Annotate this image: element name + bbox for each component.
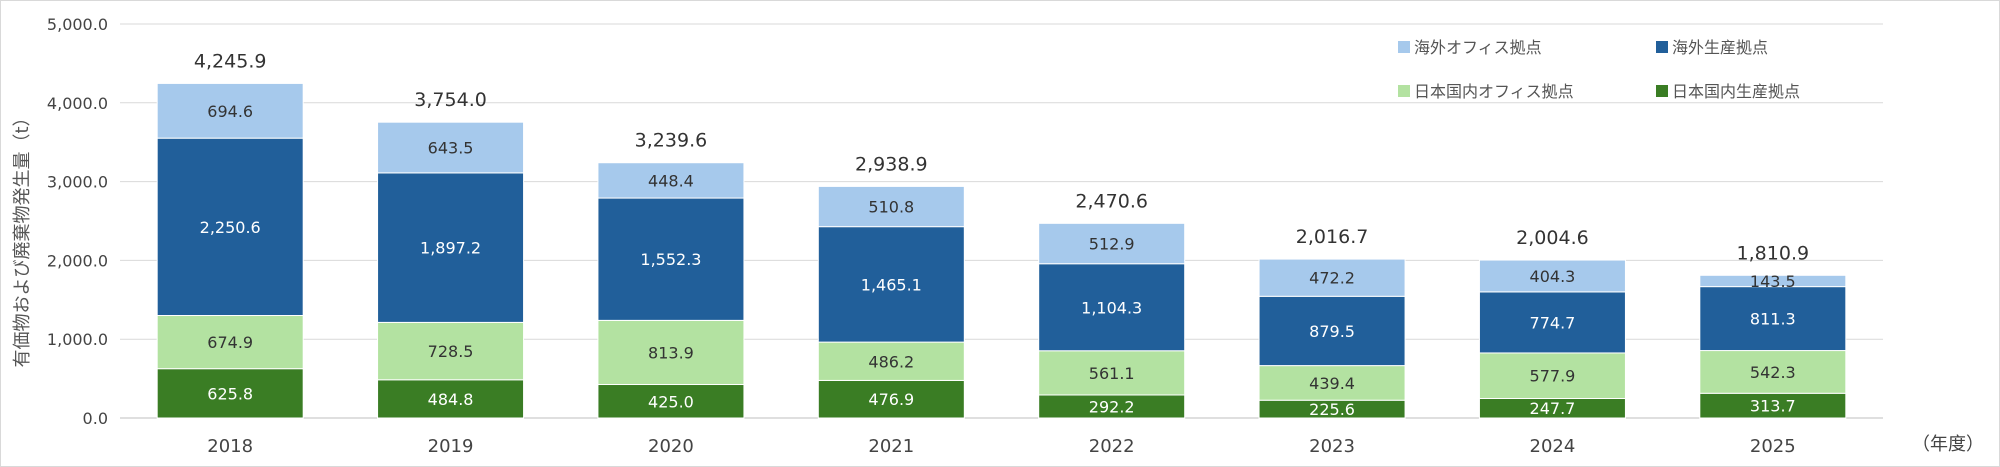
x-tick-label: 2019 bbox=[428, 436, 474, 457]
legend-swatch bbox=[1398, 85, 1410, 97]
bar-segment bbox=[377, 172, 525, 323]
data-labels: 625.8 674.9 2,250.6 694.6 4,245.9 484.8 728.5 1… bbox=[194, 50, 1809, 419]
y-tick-label: 1,000.0 bbox=[47, 330, 108, 349]
segment-value-label: 292.2 bbox=[1089, 397, 1135, 416]
segment-value-label: 472.2 bbox=[1309, 269, 1355, 288]
segment-value-label: 774.7 bbox=[1530, 313, 1576, 332]
bar-segment bbox=[156, 82, 304, 139]
bar-segment bbox=[597, 319, 745, 386]
total-value-label: 2,016.7 bbox=[1296, 226, 1369, 248]
bar-segment bbox=[1258, 295, 1406, 367]
segment-value-label: 448.4 bbox=[648, 171, 694, 190]
y-tick-label: 5,000.0 bbox=[47, 15, 108, 34]
segment-value-label: 879.5 bbox=[1309, 322, 1355, 341]
bar-segment bbox=[377, 321, 525, 381]
segment-value-label: 1,104.3 bbox=[1081, 298, 1142, 317]
segment-value-label: 484.8 bbox=[428, 390, 474, 409]
segment-value-label: 313.7 bbox=[1750, 397, 1796, 416]
bar-segment bbox=[1478, 291, 1626, 354]
segment-value-label: 813.9 bbox=[648, 343, 694, 362]
total-value-label: 1,810.9 bbox=[1737, 242, 1810, 264]
total-value-label: 2,938.9 bbox=[855, 153, 928, 175]
bar-segment bbox=[1038, 350, 1186, 396]
x-tick-label: 2021 bbox=[868, 436, 914, 457]
bar-segment bbox=[1478, 259, 1626, 293]
bar-segment bbox=[1699, 286, 1847, 352]
segment-value-label: 577.9 bbox=[1530, 367, 1576, 386]
bar-segment bbox=[1699, 274, 1847, 288]
bar-segment bbox=[1258, 258, 1406, 297]
bars bbox=[156, 82, 1847, 419]
segment-value-label: 512.9 bbox=[1089, 235, 1135, 254]
bar-segment bbox=[156, 315, 304, 370]
bar-segment bbox=[817, 341, 965, 381]
segment-value-label: 247.7 bbox=[1530, 399, 1576, 418]
segment-value-label: 1,897.2 bbox=[420, 239, 481, 258]
legend-label: 海外生産拠点 bbox=[1672, 38, 1768, 57]
bar-segment bbox=[817, 185, 965, 228]
segment-value-label: 811.3 bbox=[1750, 310, 1796, 329]
segment-value-label: 1,465.1 bbox=[861, 275, 922, 294]
x-tick-label: 2024 bbox=[1530, 436, 1576, 457]
bar-segment bbox=[817, 379, 965, 419]
x-tick-label: 2023 bbox=[1309, 436, 1355, 457]
legend-swatch bbox=[1656, 85, 1668, 97]
bar-segment bbox=[1478, 352, 1626, 399]
bar-segment bbox=[597, 384, 745, 419]
segment-value-label: 404.3 bbox=[1530, 267, 1576, 286]
bar-segment bbox=[597, 197, 745, 321]
segment-value-label: 510.8 bbox=[868, 198, 914, 217]
segment-value-label: 425.0 bbox=[648, 392, 694, 411]
segment-value-label: 542.3 bbox=[1750, 363, 1796, 382]
total-value-label: 2,004.6 bbox=[1516, 227, 1589, 249]
legend-label: 海外オフィス拠点 bbox=[1414, 38, 1542, 57]
bar-segment bbox=[1038, 263, 1186, 352]
legend-swatch bbox=[1398, 41, 1410, 53]
y-tick-label: 3,000.0 bbox=[47, 173, 108, 192]
y-tick-label: 0.0 bbox=[83, 409, 108, 428]
bar-segment bbox=[597, 162, 745, 199]
segment-value-label: 439.4 bbox=[1309, 374, 1355, 393]
bar-segment bbox=[377, 121, 525, 174]
axes: 0.0 1,000.0 2,000.0 3,000.0 4,000.0 5,000.0 20… bbox=[47, 15, 1796, 457]
total-value-label: 3,239.6 bbox=[635, 130, 708, 152]
legend-label: 日本国内生産拠点 bbox=[1672, 82, 1800, 101]
bar-segment bbox=[1038, 222, 1186, 265]
segment-value-label: 2,250.6 bbox=[200, 218, 261, 237]
legend-label: 日本国内オフィス拠点 bbox=[1414, 82, 1574, 101]
bar-segment bbox=[156, 368, 304, 419]
segment-value-label: 143.5 bbox=[1750, 272, 1796, 291]
bar-segment bbox=[817, 226, 965, 343]
total-value-label: 2,470.6 bbox=[1075, 190, 1148, 212]
total-value-label: 4,245.9 bbox=[194, 50, 267, 72]
legend-swatch bbox=[1656, 41, 1668, 53]
segment-value-label: 1,552.3 bbox=[640, 250, 701, 269]
total-value-label: 3,754.0 bbox=[414, 89, 487, 111]
x-tick-label: 2020 bbox=[648, 436, 694, 457]
x-tick-label: 2022 bbox=[1089, 436, 1135, 457]
x-axis-unit: （年度） bbox=[1912, 434, 1984, 455]
segment-value-label: 728.5 bbox=[428, 342, 474, 361]
bar-segment bbox=[1258, 365, 1406, 401]
bar-segment bbox=[377, 379, 525, 419]
bar-segment bbox=[1699, 350, 1847, 394]
segment-value-label: 561.1 bbox=[1089, 364, 1135, 383]
y-axis-title: 有価物および廃棄物発生量（t） bbox=[12, 108, 33, 367]
segment-value-label: 486.2 bbox=[868, 352, 914, 371]
segment-value-label: 225.6 bbox=[1309, 400, 1355, 419]
segment-value-label: 674.9 bbox=[207, 333, 253, 352]
x-tick-label: 2025 bbox=[1750, 436, 1796, 457]
segment-value-label: 643.5 bbox=[428, 139, 474, 158]
y-tick-label: 2,000.0 bbox=[47, 251, 108, 270]
segment-value-label: 625.8 bbox=[207, 384, 253, 403]
segment-value-label: 694.6 bbox=[207, 102, 253, 121]
y-tick-label: 4,000.0 bbox=[47, 94, 108, 113]
segment-value-label: 476.9 bbox=[868, 390, 914, 409]
x-tick-label: 2018 bbox=[207, 436, 253, 457]
